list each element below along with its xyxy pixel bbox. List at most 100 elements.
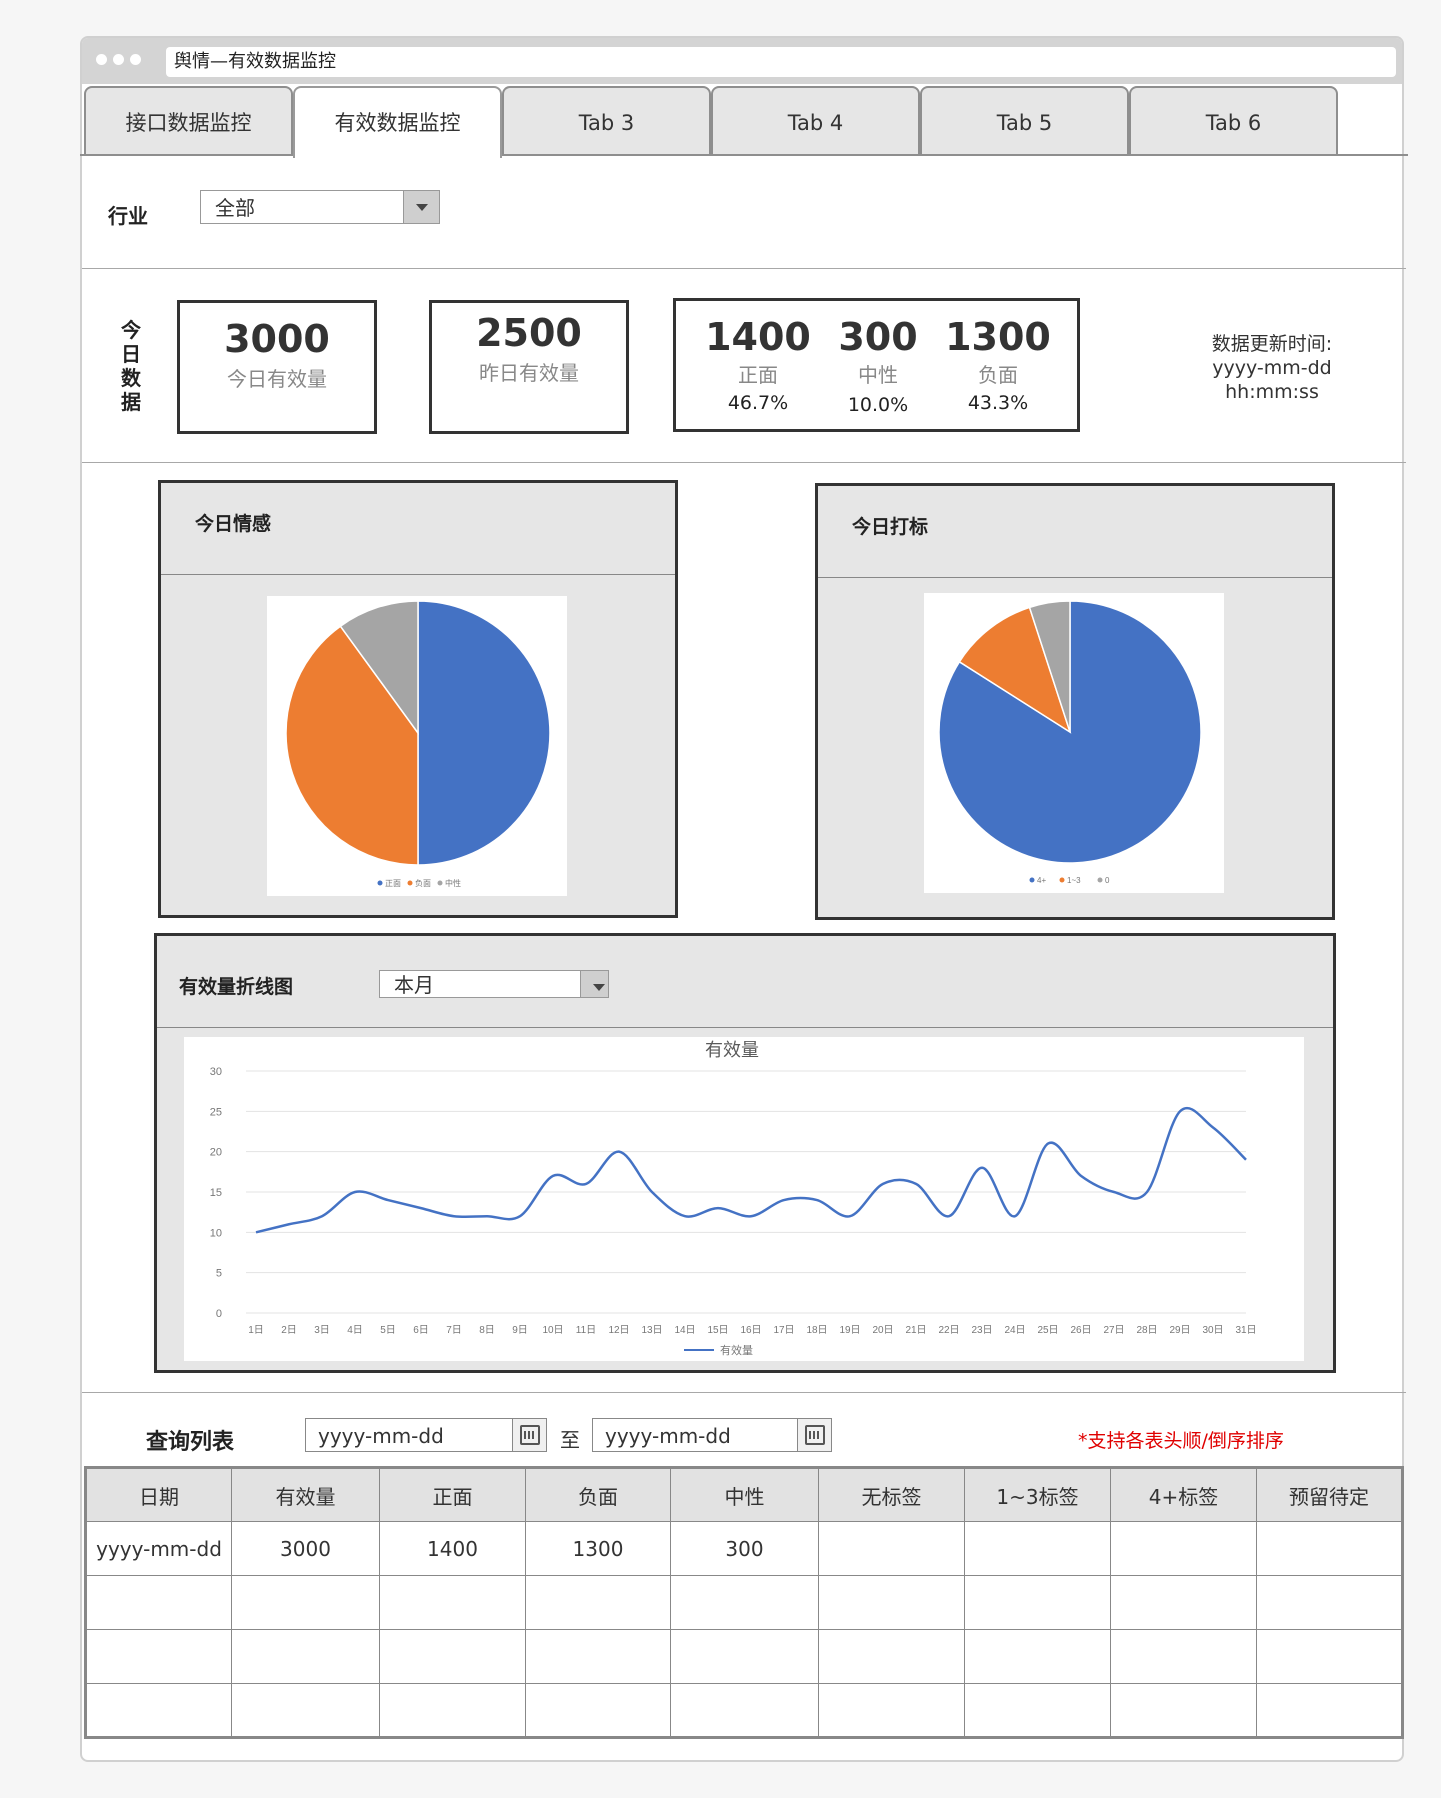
update-time: 数据更新时间: yyyy-mm-dd hh:mm:ss (1211, 333, 1333, 403)
pie-slice-1 (285, 625, 419, 866)
x-tick-label: 26日 (1070, 1325, 1091, 1336)
negative-stat: 1300 负面 43.3% (945, 315, 1051, 414)
chevron-down-icon[interactable] (580, 971, 608, 997)
sentiment-card: 1400 正面 46.7% 300 中性 10.0% 1300 负面 43.3% (673, 298, 1080, 432)
to-label: 至 (560, 1428, 580, 1452)
sentiment-panel-title: 今日情感 (195, 513, 272, 535)
x-tick-label: 27日 (1103, 1325, 1124, 1336)
table-row[interactable] (85, 1575, 1403, 1630)
col-negative[interactable]: 负面 (525, 1467, 671, 1522)
tab-bar: 接口数据监控 有效数据监控 Tab 3 Tab 4 Tab 5 Tab 6 (82, 84, 1406, 158)
legend-marker-1 (407, 880, 413, 886)
period-select[interactable]: 本月 (379, 970, 609, 998)
legend-label-1: 负面 (415, 878, 431, 888)
pie-legend: 4+ 1~3 0 (1029, 876, 1110, 885)
sentiment-pie-chart: 正面 负面 中性 (267, 596, 567, 896)
table-row[interactable] (85, 1683, 1403, 1738)
table-row[interactable] (85, 1629, 1403, 1684)
tab-5[interactable]: Tab 5 (920, 86, 1129, 156)
panel-header: 有效量折线图 本月 (157, 936, 1333, 1028)
today-valid-card: 3000 今日有效量 (177, 300, 377, 434)
calendar-button[interactable] (797, 1419, 831, 1451)
divider (82, 462, 1406, 463)
line-chart-title: 有效量 (705, 1040, 759, 1060)
start-date-input[interactable]: yyyy-mm-dd (305, 1418, 547, 1452)
x-tick-label: 31日 (1235, 1325, 1256, 1336)
x-tick-label: 2日 (281, 1325, 297, 1336)
x-tick-label: 18日 (806, 1325, 827, 1336)
pie-slice-2 (1028, 600, 1071, 733)
col-valid[interactable]: 有效量 (231, 1467, 380, 1522)
x-tick-label: 10日 (542, 1325, 563, 1336)
pie-slice-0 (938, 600, 1202, 864)
col-date[interactable]: 日期 (85, 1467, 232, 1522)
legend-label: 有效量 (720, 1343, 753, 1357)
window-title: 舆情—有效数据监控 (166, 47, 1396, 77)
col-positive[interactable]: 正面 (379, 1467, 526, 1522)
y-tick-label: 30 (210, 1066, 222, 1078)
x-tick-label: 14日 (674, 1325, 695, 1336)
end-date-input[interactable]: yyyy-mm-dd (592, 1418, 832, 1452)
legend-label-2: 中性 (445, 878, 461, 888)
col-4plus-tags[interactable]: 4+标签 (1110, 1467, 1257, 1522)
y-tick-label: 0 (216, 1308, 222, 1320)
industry-label: 行业 (108, 204, 148, 228)
legend-marker-2 (437, 880, 443, 886)
tab-3[interactable]: Tab 3 (502, 86, 711, 156)
tag-pie-panel: 今日打标 4+ 1~3 0 (815, 483, 1335, 920)
pie-slice-0 (417, 600, 551, 866)
tab-6[interactable]: Tab 6 (1129, 86, 1338, 156)
x-tick-label: 24日 (1004, 1325, 1025, 1336)
tag-panel-title: 今日打标 (852, 516, 929, 538)
tag-pie-svg: 4+ 1~3 0 (938, 600, 1202, 885)
x-tick-label: 16日 (740, 1325, 761, 1336)
x-tick-label: 12日 (608, 1325, 629, 1336)
period-select-value: 本月 (394, 973, 434, 997)
tab-underline-left (80, 154, 293, 156)
tab-valid-monitor[interactable]: 有效数据监控 (293, 86, 502, 158)
x-tick-label: 20日 (872, 1325, 893, 1336)
window-minimize-dot[interactable] (113, 54, 124, 65)
x-tick-label: 21日 (905, 1325, 926, 1336)
line-panel-title: 有效量折线图 (179, 976, 294, 998)
col-reserved[interactable]: 预留待定 (1256, 1467, 1403, 1522)
y-tick-label: 25 (210, 1106, 222, 1118)
table-row[interactable]: yyyy-mm-dd 3000 1400 1300 300 (85, 1521, 1403, 1576)
tab-interface-monitor[interactable]: 接口数据监控 (84, 86, 293, 156)
panel-header: 今日打标 (818, 486, 1332, 578)
x-tick-label: 29日 (1169, 1325, 1190, 1336)
x-tick-label: 30日 (1202, 1325, 1223, 1336)
y-tick-label: 5 (216, 1268, 222, 1280)
line-chart-svg: 有效量 0 5 10 15 20 25 30 1日 2日 3日 4日 5日 6日 7日 8日 9日 10日 11日 1… (210, 1040, 1257, 1357)
window-close-dot[interactable] (96, 54, 107, 65)
yesterday-valid-card: 2500 昨日有效量 (429, 300, 629, 434)
industry-select[interactable]: 全部 (200, 190, 440, 224)
chevron-down-icon[interactable] (403, 191, 439, 223)
x-tick-label: 3日 (314, 1325, 330, 1336)
line-chart-panel: 有效量折线图 本月 有效量 0 5 10 15 20 25 30 1日 2日 3日 4日 5日 6日 7日 8… (154, 933, 1336, 1373)
calendar-button[interactable] (512, 1419, 546, 1451)
today-section-label: 今 日 数 据 (121, 318, 141, 414)
tab-underline-right (502, 154, 1408, 156)
col-neutral[interactable]: 中性 (670, 1467, 819, 1522)
sort-note: *支持各表头顺/倒序排序 (1078, 1430, 1284, 1452)
x-tick-label: 25日 (1037, 1325, 1058, 1336)
x-tick-label: 1日 (248, 1325, 264, 1336)
pie-slice-1 (958, 606, 1072, 734)
panel-header: 今日情感 (161, 483, 675, 575)
col-1-3-tags[interactable]: 1~3标签 (964, 1467, 1111, 1522)
col-no-tag[interactable]: 无标签 (818, 1467, 965, 1522)
x-tick-label: 7日 (446, 1325, 462, 1336)
legend-marker-0 (1029, 877, 1035, 883)
today-valid-label: 今日有效量 (227, 367, 327, 391)
x-tick-label: 9日 (512, 1325, 528, 1336)
legend-label-1: 1~3 (1067, 876, 1081, 885)
today-valid-value: 3000 (224, 317, 330, 361)
y-tick-label: 15 (210, 1187, 222, 1199)
pie-slice-2 (339, 600, 419, 736)
x-tick-label: 8日 (479, 1325, 495, 1336)
window-maximize-dot[interactable] (130, 54, 141, 65)
sentiment-pie-svg: 正面 负面 中性 (285, 600, 551, 888)
tab-4[interactable]: Tab 4 (711, 86, 920, 156)
y-tick-label: 20 (210, 1147, 222, 1159)
